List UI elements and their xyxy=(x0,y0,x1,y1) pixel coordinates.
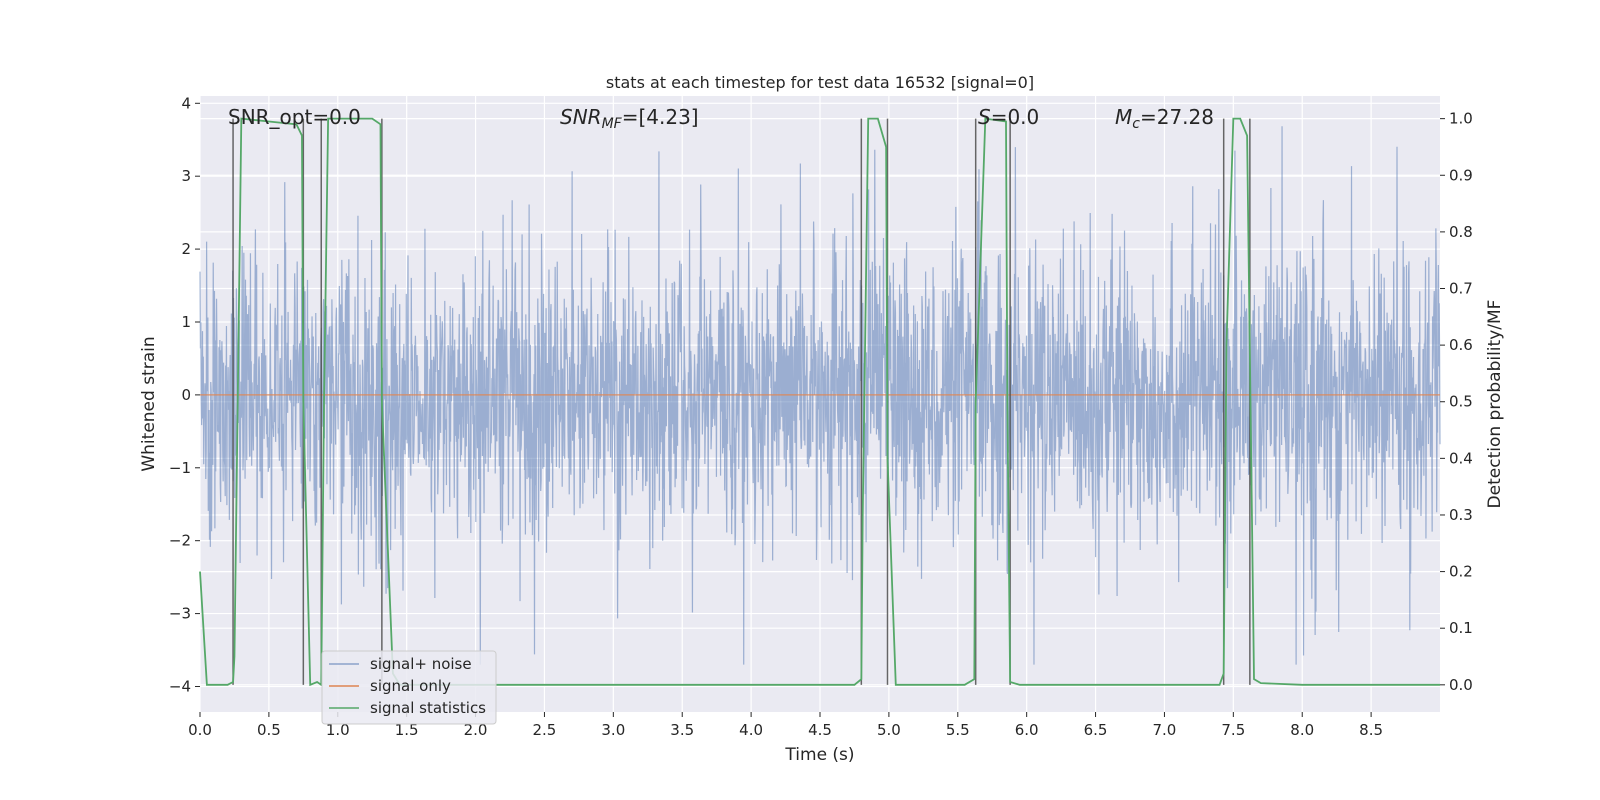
signal-statistics-line xyxy=(199,117,1440,687)
legend-label-signal-statistics: signal statistics xyxy=(370,699,486,717)
x-tick-label: 2.0 xyxy=(464,721,488,739)
y-tick-label: −3 xyxy=(169,605,191,623)
y-tick-label: 1 xyxy=(181,313,191,331)
y2-tick-label: 0.7 xyxy=(1449,280,1473,298)
x-tick-label: 6.5 xyxy=(1084,721,1108,739)
x-tick-label: 8.0 xyxy=(1290,721,1314,739)
y-tick-label: −1 xyxy=(169,459,191,477)
legend: signal+ noise signal only signal statist… xyxy=(321,650,497,725)
x-tick-label: 7.5 xyxy=(1221,721,1245,739)
annotation-s: S=0.0 xyxy=(978,105,1039,129)
legend-box xyxy=(321,650,497,725)
annotation-snr-mf-value: =[4.23] xyxy=(622,105,699,129)
y-tick-label: −2 xyxy=(169,532,191,550)
annotation-s-value: =0.0 xyxy=(991,105,1040,129)
y-tick-label: 2 xyxy=(181,240,191,258)
noise-line xyxy=(199,126,1441,665)
x-tick-label: 4.0 xyxy=(739,721,763,739)
y2-axis-label: Detection probability/MF xyxy=(1485,300,1505,509)
y-tick-label: −4 xyxy=(169,677,191,695)
y2-tick-label: 0.6 xyxy=(1449,336,1473,354)
series-signal-statistics xyxy=(199,117,1440,687)
y-tick-label: 0 xyxy=(181,386,191,404)
x-tick-label: 3.0 xyxy=(601,721,625,739)
y2-tick-label: 0.3 xyxy=(1449,506,1473,524)
annotation-mc: Mc=27.28 xyxy=(1115,105,1214,132)
series-signal-noise xyxy=(199,126,1441,665)
annotation-mc-main: M xyxy=(1115,105,1132,129)
chart-title: stats at each timestep for test data 165… xyxy=(606,73,1034,92)
x-tick-label: 7.0 xyxy=(1153,721,1177,739)
y2-tick-label: 0.8 xyxy=(1449,223,1473,241)
x-axis-label: Time (s) xyxy=(784,745,854,765)
annotation-snr-mf: SNRMF=[4.23] xyxy=(560,105,699,132)
annotation-snr-mf-sub: MF xyxy=(602,116,623,132)
y2-tick-label: 1.0 xyxy=(1449,110,1473,128)
y2-tick-label: 0.9 xyxy=(1449,166,1473,184)
y-tick-labels: −4 −3 −2 −1 0 1 2 3 4 xyxy=(169,94,200,695)
x-tick-label: 1.0 xyxy=(326,721,350,739)
y2-tick-label: 0.1 xyxy=(1449,619,1473,637)
legend-label-signal-only: signal only xyxy=(370,677,451,695)
x-tick-label: 8.5 xyxy=(1359,721,1383,739)
x-tick-label: 5.5 xyxy=(946,721,970,739)
y2-tick-label: 0.4 xyxy=(1449,449,1473,467)
x-tick-label: 3.5 xyxy=(670,721,694,739)
y-tick-label: 4 xyxy=(181,94,191,112)
y-tick-label: 3 xyxy=(181,167,191,185)
annotation-snr-opt: SNR_opt=0.0 xyxy=(228,105,361,129)
x-tick-labels: 0.0 0.5 1.0 1.5 2.0 2.5 3.0 3.5 4.0 4.5 5.0 5.5 6.0 6… xyxy=(188,712,1383,739)
x-tick-label: 1.5 xyxy=(395,721,419,739)
y2-tick-label: 0.5 xyxy=(1449,393,1473,411)
annotation-snr-mf-main: SNR xyxy=(560,105,602,129)
y2-tick-label: 0.0 xyxy=(1449,676,1473,694)
y2-tick-label: 0.2 xyxy=(1449,563,1473,581)
x-tick-label: 0.5 xyxy=(257,721,281,739)
x-tick-label: 2.5 xyxy=(533,721,557,739)
annotation-mc-value: =27.28 xyxy=(1140,105,1214,129)
annotation-s-main: S xyxy=(978,105,991,129)
y-axis-label: Whitened strain xyxy=(139,336,159,471)
x-tick-label: 0.0 xyxy=(188,721,212,739)
x-tick-label: 6.0 xyxy=(1015,721,1039,739)
legend-label-signal-noise: signal+ noise xyxy=(370,655,472,673)
annotation-mc-sub: c xyxy=(1132,116,1140,132)
x-tick-label: 4.5 xyxy=(808,721,832,739)
x-tick-label: 5.0 xyxy=(877,721,901,739)
y2-tick-labels: 0.0 0.1 0.2 0.3 0.4 0.5 0.6 0.7 0.8 0.9 1.0 xyxy=(1440,110,1473,694)
